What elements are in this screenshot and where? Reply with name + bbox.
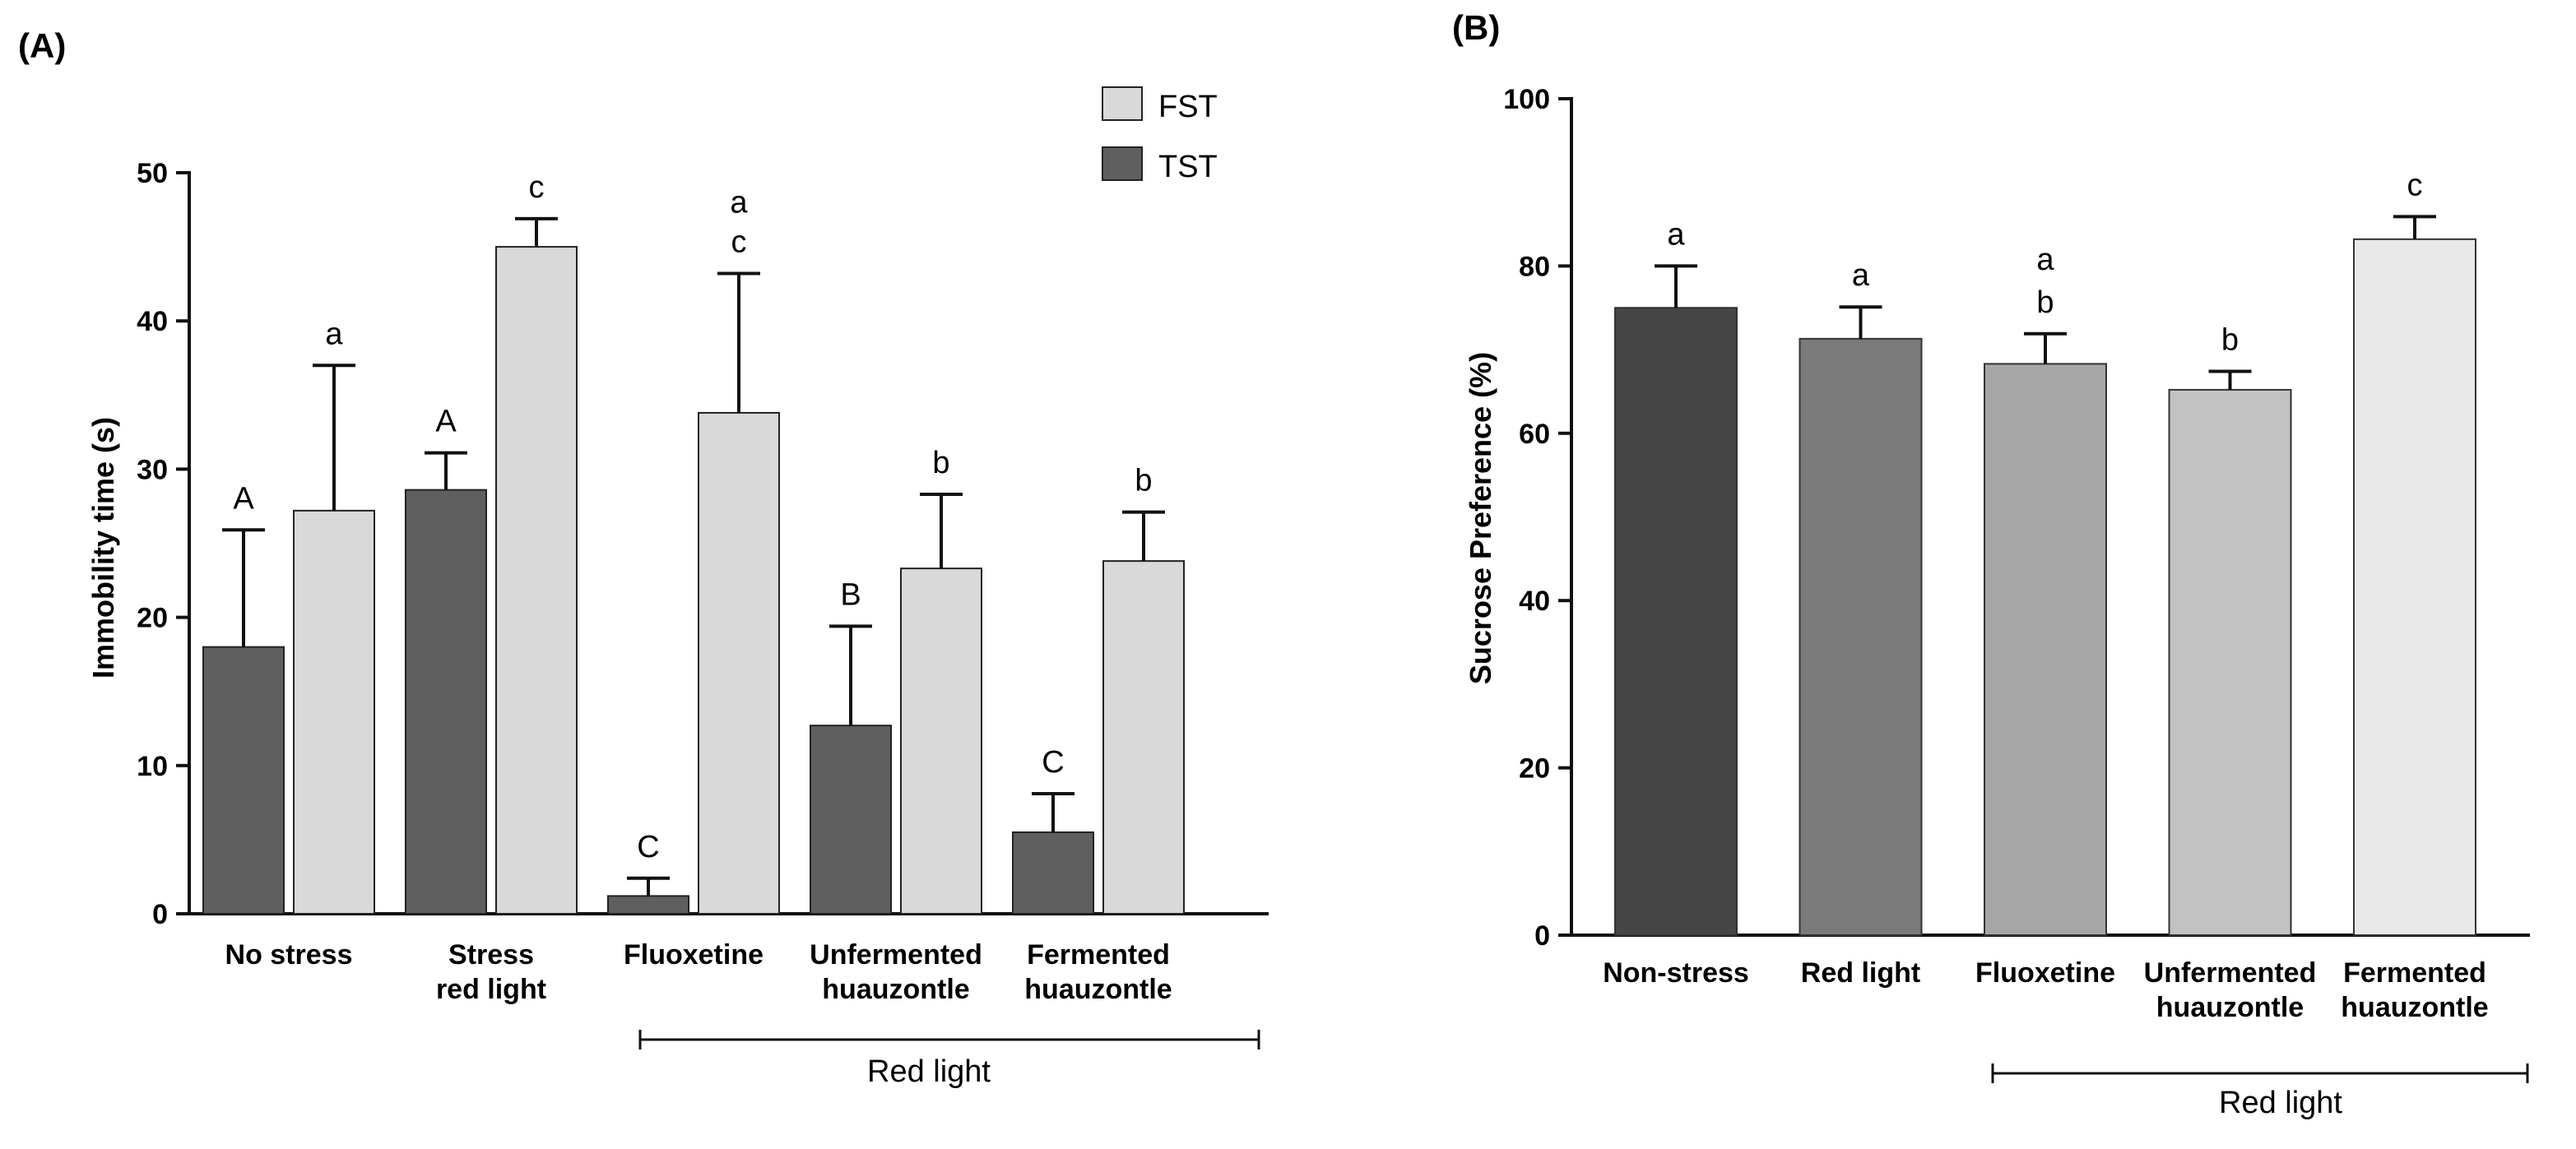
panel-a-bracket-label: Red light xyxy=(867,1054,991,1089)
panel-b-y-tick-label: 20 xyxy=(1519,753,1550,785)
panel-a-y-tick-label: 40 xyxy=(137,306,168,337)
panel-b-significance-letter: a xyxy=(2036,243,2054,277)
panel-a-bar-fst xyxy=(1102,560,1185,915)
panel-b-bar xyxy=(2168,388,2292,936)
panel-a-category-label: huauzontle xyxy=(1024,974,1172,1005)
panel-b-label: (B) xyxy=(1452,8,1500,47)
panel-b-bar xyxy=(1799,337,1923,936)
panel-a-significance-letter: A xyxy=(435,405,457,439)
panel-a-bar-fst xyxy=(698,411,780,915)
panel-a-legend-swatch-fst xyxy=(1102,86,1143,121)
panel-a-y-tick-label: 50 xyxy=(137,158,168,189)
panel-b-category-label: Fluoxetine xyxy=(1975,957,2115,989)
panel-a-y-tick-label: 30 xyxy=(137,454,168,485)
panel-a-legend-swatch-tst xyxy=(1102,146,1143,181)
panel-a-bar-fst xyxy=(293,509,375,915)
panel-b-bar xyxy=(2353,238,2476,936)
panel-b-bar xyxy=(1984,363,2107,937)
panel-b-significance-letter: b xyxy=(2221,323,2239,358)
panel-a-bar-tst xyxy=(1012,831,1094,915)
panel-a-bar-fst xyxy=(495,246,578,915)
panel-a-y-tick-label: 20 xyxy=(137,603,168,634)
panel-a-significance-letter: b xyxy=(1135,464,1152,498)
panel-b-bar xyxy=(1614,307,1738,936)
panel-b: (B) Sucrose Preference (%) 0 20 40 60 80 100 a… xyxy=(1452,8,2530,1120)
panel-a-category-label: red light xyxy=(436,974,546,1005)
panel-a-bar-tst xyxy=(810,725,892,915)
panel-a: (A) Immobility time (s) 0 10 20 30 40 50 Aa No … xyxy=(18,26,1269,1089)
panel-a-bar-fst xyxy=(900,568,982,915)
panel-b-y-tick-label: 0 xyxy=(1534,920,1550,952)
panel-a-bar-tst xyxy=(405,489,487,915)
panel-a-legend-label-tst: TST xyxy=(1158,150,1218,184)
panel-b-significance-letter: c xyxy=(2407,168,2423,202)
panel-a-significance-letter: a xyxy=(325,317,343,351)
panel-b-y-tick-label: 100 xyxy=(1503,84,1550,115)
panel-b-category-label: huauzontle xyxy=(2341,992,2488,1023)
panel-b-bracket-label: Red light xyxy=(2219,1086,2342,1120)
panel-b-category-label: Non-stress xyxy=(1603,957,1749,989)
panel-a-category-label: Fluoxetine xyxy=(624,939,764,971)
panel-a-significance-letter: C xyxy=(637,830,659,864)
panel-a-significance-letter: A xyxy=(233,481,254,516)
panel-a-label: (A) xyxy=(18,26,66,65)
panel-a-category-label: Stress xyxy=(448,939,534,971)
panel-a-legend-label-fst: FST xyxy=(1158,90,1218,124)
panel-a-significance-letter: a xyxy=(730,186,748,220)
panel-a-y-tick-label: 10 xyxy=(137,751,168,782)
panel-b-significance-letter: a xyxy=(1667,217,1685,252)
panel-b-significance-letter: a xyxy=(1852,258,1870,293)
panel-b-y-tick-label: 40 xyxy=(1519,586,1550,617)
panel-b-y-tick-label: 80 xyxy=(1519,251,1550,282)
panel-a-bar-tst xyxy=(202,646,285,915)
panel-a-category-label: No stress xyxy=(225,939,353,971)
panel-b-y-axis-label: Sucrose Preference (%) xyxy=(1464,352,1497,684)
panel-a-significance-letter: B xyxy=(840,577,861,612)
panel-b-significance-letter: b xyxy=(2036,285,2054,320)
panel-a-category-label: huauzontle xyxy=(822,974,969,1005)
panel-a-category-label: Fermented xyxy=(1027,939,1170,971)
panel-a-significance-letter: c xyxy=(731,225,747,260)
panel-a-y-tick-label: 0 xyxy=(152,899,168,930)
panel-a-y-axis-label: Immobility time (s) xyxy=(86,417,120,679)
panel-a-significance-letter: c xyxy=(529,170,545,205)
panel-a-category-label: Unfermented xyxy=(810,939,982,971)
panel-a-significance-letter: C xyxy=(1042,745,1064,780)
panel-b-category-label: Fermented xyxy=(2343,957,2486,989)
panel-a-significance-letter: b xyxy=(932,446,949,480)
panel-b-category-label: Red light xyxy=(1801,957,1920,989)
panel-b-category-label: Unfermented xyxy=(2144,957,2317,989)
panel-a-bar-tst xyxy=(607,895,689,915)
panel-b-y-tick-label: 60 xyxy=(1519,419,1550,450)
panel-b-category-label: huauzontle xyxy=(2156,992,2304,1023)
